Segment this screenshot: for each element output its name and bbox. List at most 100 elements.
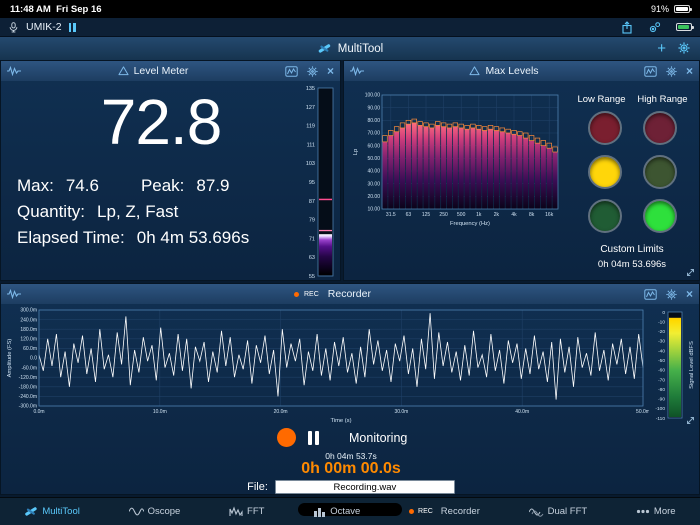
pause-button[interactable] bbox=[308, 430, 319, 445]
tab-octave[interactable]: Octave bbox=[313, 506, 360, 517]
svg-text:40.0m: 40.0m bbox=[515, 409, 529, 415]
dual-fft-icon bbox=[528, 508, 544, 517]
tab-label: Dual FFT bbox=[547, 505, 588, 517]
tab-oscope[interactable]: Oscope bbox=[128, 505, 181, 517]
peak-label: Peak: bbox=[140, 176, 185, 195]
rec-dot-icon bbox=[409, 508, 415, 514]
svg-text:-70: -70 bbox=[658, 377, 665, 383]
svg-text:127: 127 bbox=[306, 105, 315, 111]
recorder-header: REC Recorder × bbox=[1, 284, 699, 304]
svg-text:100.00: 100.00 bbox=[365, 93, 381, 99]
close-icon[interactable]: × bbox=[326, 64, 334, 78]
svg-text:125: 125 bbox=[422, 212, 431, 218]
svg-text:240.0m: 240.0m bbox=[20, 317, 37, 323]
share-icon[interactable] bbox=[621, 20, 633, 34]
svg-text:10.00: 10.00 bbox=[367, 207, 380, 213]
svg-text:103: 103 bbox=[306, 161, 315, 167]
multitool-icon bbox=[25, 506, 38, 516]
record-button[interactable] bbox=[277, 428, 296, 447]
waveform-icon bbox=[7, 289, 21, 299]
svg-text:20.00: 20.00 bbox=[367, 194, 380, 200]
add-tool-button[interactable]: + bbox=[657, 40, 666, 57]
status-left: 11:48 AM Fri Sep 16 bbox=[10, 4, 102, 15]
svg-text:-100: -100 bbox=[655, 406, 665, 412]
chart-view-icon[interactable] bbox=[644, 288, 657, 300]
svg-text:135: 135 bbox=[306, 86, 315, 92]
close-icon[interactable]: × bbox=[685, 287, 693, 301]
level-meter-panel: Level Meter × 72. bbox=[0, 60, 341, 281]
app-settings-gear-icon[interactable] bbox=[678, 42, 690, 57]
svg-text:50.0m: 50.0m bbox=[636, 409, 649, 415]
gear-icon[interactable] bbox=[307, 65, 318, 77]
tab-multitool[interactable]: MultiTool bbox=[24, 505, 80, 518]
recorder-elapsed-total: 0h 04m 53.7s bbox=[325, 451, 377, 461]
max-levels-elapsed: 0h 04m 53.696s bbox=[597, 259, 667, 270]
svg-text:Time (s): Time (s) bbox=[330, 418, 351, 424]
svg-text:-20: -20 bbox=[658, 329, 665, 335]
gear-icon[interactable] bbox=[666, 288, 677, 300]
tab-label: Oscope bbox=[147, 505, 181, 517]
tab-label: MultiTool bbox=[42, 505, 80, 517]
rec-badge: REC bbox=[304, 290, 319, 298]
more-dots-icon bbox=[636, 509, 650, 513]
panel-title: Level Meter bbox=[133, 65, 189, 77]
indicator-low-yellow bbox=[587, 155, 622, 189]
svg-text:111: 111 bbox=[307, 142, 315, 148]
quantity-value[interactable]: Lp, Z, Fast bbox=[97, 202, 179, 221]
spl-bar-meter: 135 127 119 111 103 95 87 79 71 63 55 bbox=[306, 86, 334, 280]
device-name: UMIK-2 bbox=[26, 21, 62, 33]
resize-icon[interactable] bbox=[686, 268, 695, 277]
device-pause-icon[interactable] bbox=[68, 22, 76, 32]
svg-text:-60: -60 bbox=[658, 368, 665, 374]
device-battery-icon bbox=[676, 23, 694, 31]
svg-text:87: 87 bbox=[309, 199, 315, 205]
tab-dual-fft[interactable]: Dual FFT bbox=[528, 505, 588, 517]
svg-text:10.0m: 10.0m bbox=[153, 409, 167, 415]
svg-text:180.0m: 180.0m bbox=[20, 327, 37, 333]
level-meter-header: Level Meter × bbox=[1, 61, 340, 81]
recorder-panel: REC Recorder × bbox=[0, 283, 700, 495]
svg-text:Amplitude (FS): Amplitude (FS) bbox=[7, 339, 13, 378]
tab-fft[interactable]: FFT bbox=[229, 506, 264, 517]
chart-view-icon[interactable] bbox=[644, 65, 657, 77]
svg-text:40.00: 40.00 bbox=[367, 169, 380, 175]
svg-text:120.0m: 120.0m bbox=[20, 337, 37, 343]
resize-icon[interactable] bbox=[686, 416, 695, 425]
tab-label: More bbox=[653, 505, 676, 517]
tab-more[interactable]: More bbox=[636, 506, 676, 517]
svg-text:71: 71 bbox=[309, 236, 315, 242]
svg-text:-90: -90 bbox=[658, 397, 665, 403]
svg-text:500: 500 bbox=[457, 212, 466, 218]
settings-gears-icon[interactable] bbox=[648, 21, 661, 34]
custom-limits-label[interactable]: Custom Limits bbox=[600, 244, 664, 255]
svg-text:-180.0m: -180.0m bbox=[19, 385, 37, 391]
svg-text:-120.0m: -120.0m bbox=[19, 375, 37, 381]
file-name-input[interactable] bbox=[274, 480, 455, 494]
svg-text:2k: 2k bbox=[494, 212, 500, 218]
peak-value: 87.9 bbox=[196, 176, 230, 195]
svg-text:1k: 1k bbox=[476, 212, 482, 218]
tab-rec-badge: REC bbox=[418, 507, 433, 515]
max-levels-spectrum-chart: 100.00 90.00 80.00 70.00 60.00 50.00 40.00 30.0… bbox=[353, 93, 559, 227]
svg-text:55: 55 bbox=[309, 274, 315, 280]
chart-view-icon[interactable] bbox=[285, 65, 298, 77]
svg-text:300.0m: 300.0m bbox=[20, 308, 37, 314]
gear-icon[interactable] bbox=[666, 65, 677, 77]
tab-recorder[interactable]: REC Recorder bbox=[409, 506, 480, 517]
recorder-waveform-chart: 300.0m 240.0m 180.0m 120.0m 60.0m 0.0 -60.0m -1… bbox=[7, 308, 649, 424]
high-range-label: High Range bbox=[637, 94, 688, 105]
close-icon[interactable]: × bbox=[685, 64, 693, 78]
svg-text:70.00: 70.00 bbox=[367, 131, 380, 137]
tab-label: FFT bbox=[247, 505, 265, 517]
oscilloscope-icon bbox=[128, 507, 144, 515]
svg-text:16k: 16k bbox=[545, 212, 554, 218]
octave-bars-icon bbox=[314, 507, 326, 517]
svg-text:0.0m: 0.0m bbox=[33, 409, 44, 415]
svg-text:Lp: Lp bbox=[353, 149, 359, 155]
spl-readout: 72.8 bbox=[100, 86, 223, 158]
transport-controls: Monitoring bbox=[277, 428, 407, 447]
battery-percent: 91% bbox=[650, 4, 669, 14]
device-bar: UMIK-2 bbox=[0, 18, 700, 37]
svg-text:31.5: 31.5 bbox=[386, 212, 396, 218]
